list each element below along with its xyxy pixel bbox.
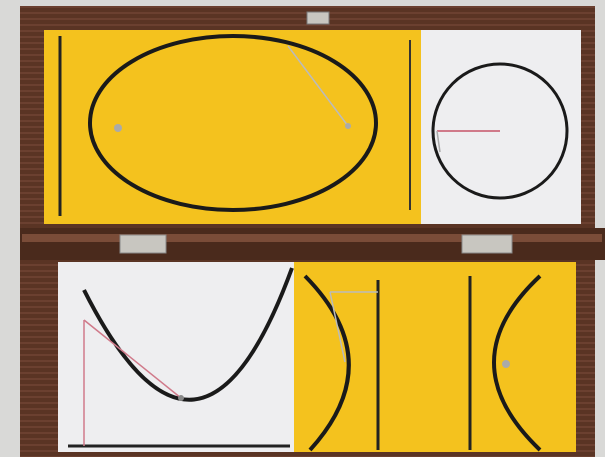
page bbox=[0, 0, 605, 457]
focus-pin bbox=[114, 124, 122, 132]
latch bbox=[307, 12, 329, 24]
hinge bbox=[120, 235, 166, 253]
hinge bbox=[462, 235, 512, 253]
focus-pin bbox=[502, 360, 510, 368]
yellow-board bbox=[44, 30, 421, 224]
hinge-edge bbox=[22, 234, 602, 242]
white-board bbox=[421, 30, 581, 224]
hinge-strip bbox=[20, 228, 605, 260]
focus-pin bbox=[178, 395, 184, 401]
white-board bbox=[58, 262, 294, 452]
photo bbox=[0, 0, 605, 457]
focus-pin bbox=[345, 123, 351, 129]
yellow-board bbox=[294, 262, 576, 452]
